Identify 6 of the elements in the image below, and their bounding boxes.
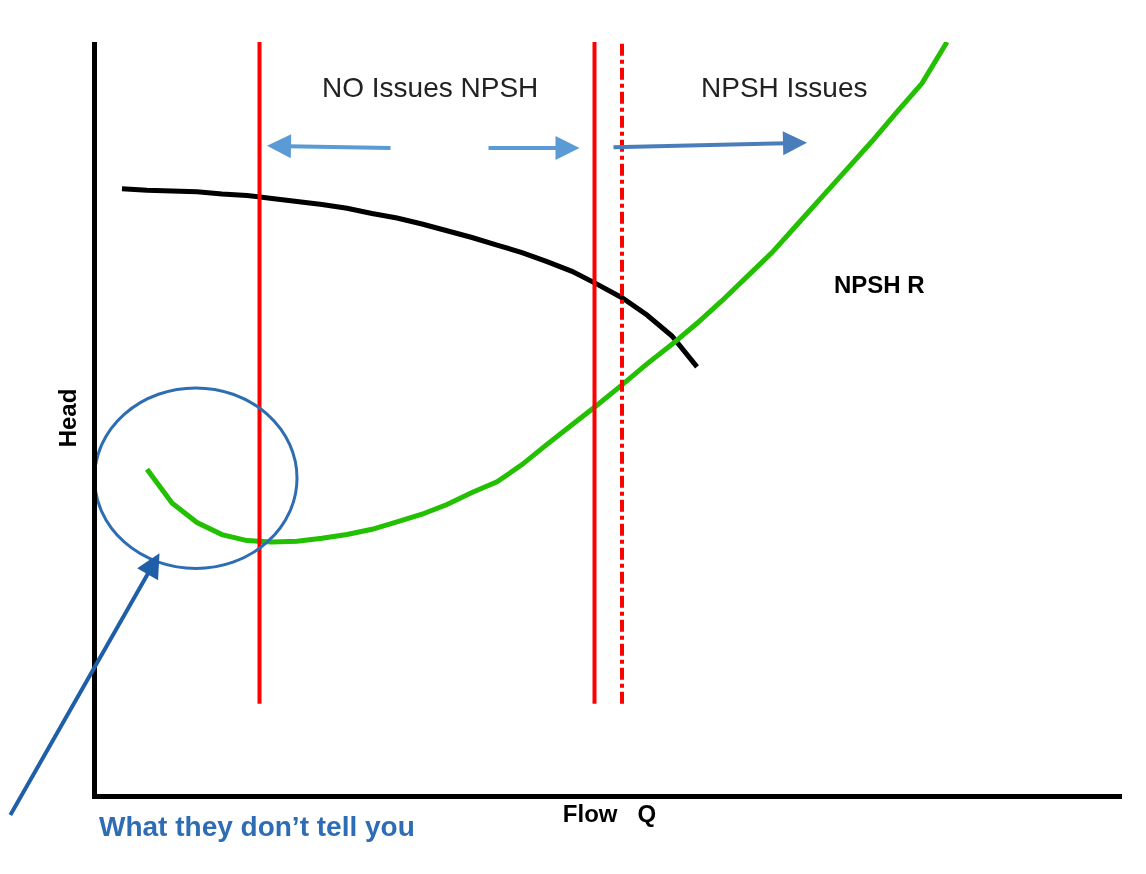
y-axis-title: Head [54,388,82,448]
annotation: NO Issues NPSH [322,72,539,103]
annotation: NPSH R [834,271,925,298]
x-axis-title: Flow Q [562,799,657,827]
annotation: NPSH Issues [701,72,868,103]
text: What they don’t tell you [99,811,415,842]
